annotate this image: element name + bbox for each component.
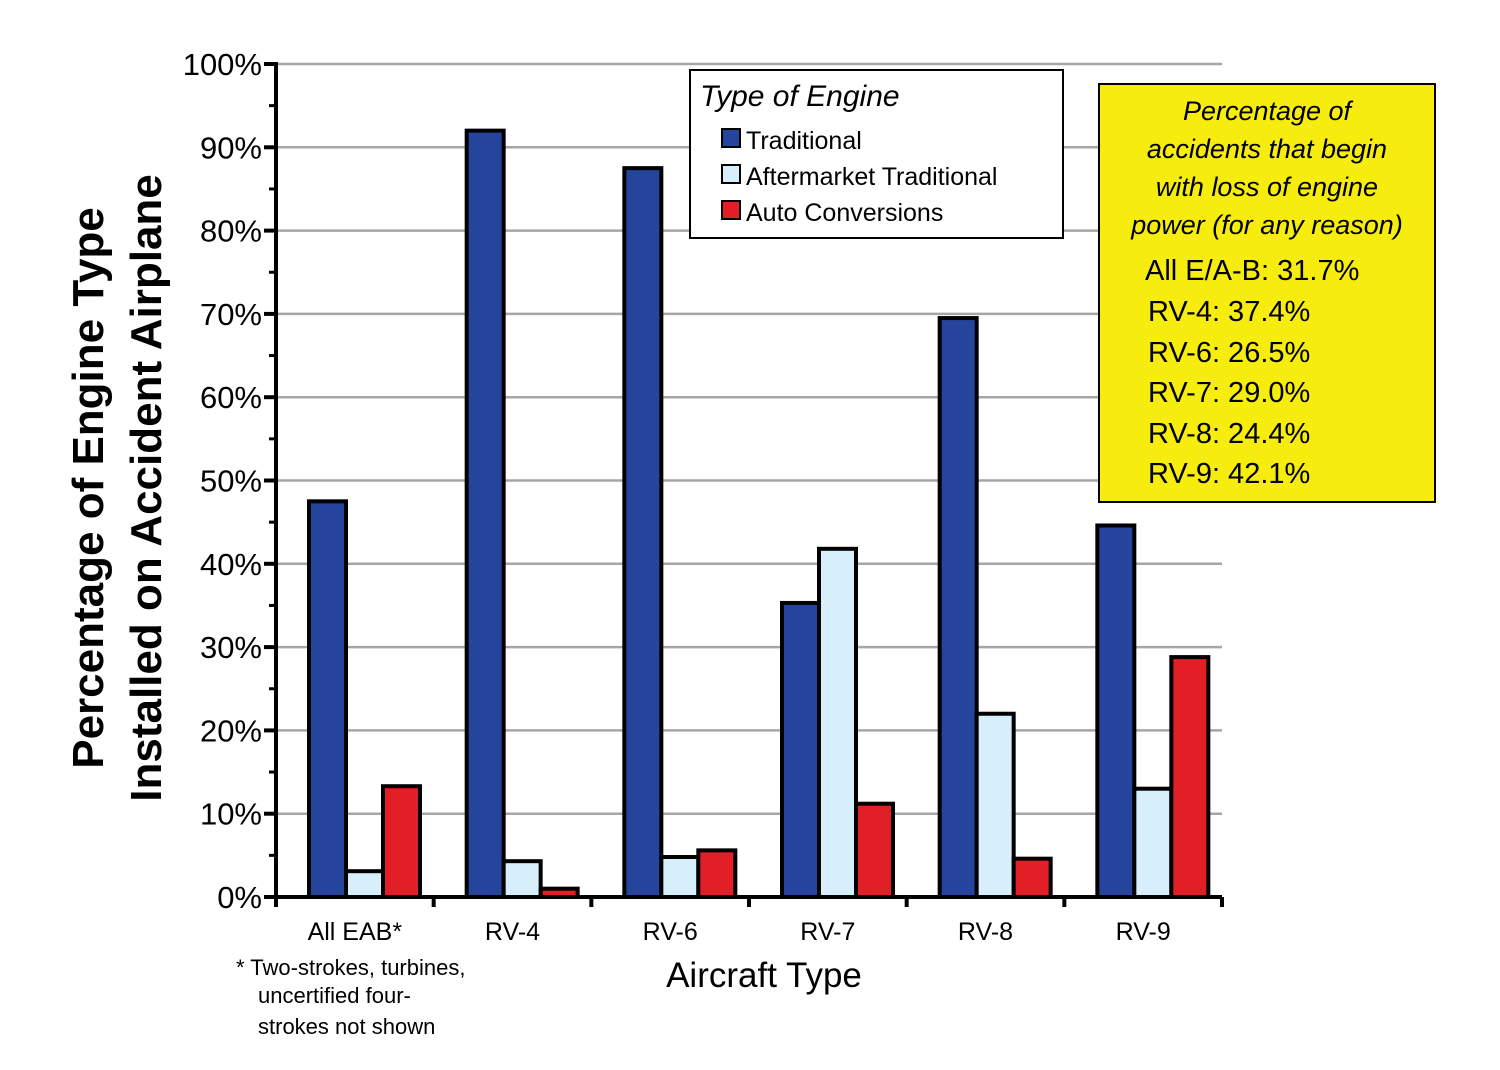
- annotation-background: [1098, 83, 1436, 503]
- axes: [274, 62, 1224, 907]
- y-tick-label: 70%: [200, 297, 262, 332]
- bar-rv-9-traditional: [1095, 523, 1137, 899]
- bar-rv-4-traditional: [464, 128, 506, 899]
- bars: [307, 128, 1211, 900]
- y-tick-label: 90%: [200, 130, 262, 165]
- bar-rv-7-traditional: [780, 600, 821, 899]
- x-category-label: RV-8: [958, 918, 1013, 946]
- y-tick-label: 10%: [200, 797, 262, 832]
- bar-all-eab-traditional: [307, 499, 348, 899]
- y-tick-label: 50%: [200, 464, 262, 499]
- annotation-row-rv6: RV-6: 26.5%: [1148, 337, 1310, 369]
- y-axis-title: Percentage of Engine Type Installed on A…: [64, 174, 171, 802]
- y-axis-ticks: 0% 10% 20% 30% 40% 50% 60% 70% 80% 90% 100%: [183, 47, 276, 915]
- footnote-line-1: * Two-strokes, turbines,: [236, 955, 465, 980]
- bar-rv-4-aftermarket-traditional: [501, 859, 543, 900]
- bar-rv-7-auto-conversions: [854, 801, 895, 899]
- annotation-row-rv8: RV-8: 24.4%: [1148, 418, 1310, 450]
- footnote-line-2: uncertified four-: [258, 983, 411, 1008]
- x-category-label: RV-9: [1116, 918, 1171, 946]
- x-axis-title: Aircraft Type: [666, 956, 862, 995]
- x-category-label: All EAB*: [308, 918, 403, 946]
- bar-rv-9-aftermarket-traditional: [1132, 786, 1174, 900]
- legend: Type of Engine Traditional Aftermarket T…: [689, 69, 1064, 239]
- bar-rv-9-auto-conversions: [1169, 655, 1211, 900]
- x-category-label: RV-6: [643, 918, 698, 946]
- y-tick-label: 20%: [200, 713, 262, 748]
- y-tick-label: 100%: [183, 47, 262, 82]
- y-axis-title-line-2: Installed on Accident Airplane: [122, 174, 171, 802]
- x-axis-categories: All EAB* RV-4 RV-6 RV-7 RV-8 RV-9: [308, 918, 1171, 946]
- legend-swatch-aftermarket-traditional: [721, 164, 741, 184]
- annotation-header-line-3: with loss of engine: [1156, 172, 1378, 202]
- annotation-row-rv4: RV-4: 37.4%: [1148, 296, 1310, 328]
- legend-label-traditional: Traditional: [746, 127, 862, 155]
- legend-box: [689, 69, 1064, 239]
- bar-rv-7-aftermarket-traditional: [817, 546, 858, 900]
- y-tick-label: 80%: [200, 214, 262, 249]
- annotation-header-line-1: Percentage of: [1183, 96, 1354, 126]
- bar-all-eab-auto-conversions: [381, 784, 422, 899]
- annotation-row-rv7: RV-7: 29.0%: [1148, 377, 1310, 409]
- x-category-label: RV-4: [485, 918, 540, 946]
- annotation-header-line-4: power (for any reason): [1130, 210, 1403, 240]
- bar-rv-8-traditional: [937, 316, 979, 899]
- footnote: * Two-strokes, turbines, uncertified fou…: [236, 955, 465, 1039]
- bar-rv-6-auto-conversions: [696, 848, 738, 899]
- legend-swatch-traditional: [721, 128, 741, 148]
- y-axis-title-line-1: Percentage of Engine Type: [64, 207, 113, 769]
- bar-all-eab-aftermarket-traditional: [344, 869, 385, 900]
- legend-title: Type of Engine: [700, 80, 900, 113]
- x-category-label: RV-7: [800, 918, 855, 946]
- annotation-row-rv9: RV-9: 42.1%: [1148, 458, 1310, 490]
- bar-rv-6-aftermarket-traditional: [659, 855, 701, 899]
- annotation-row-all-eab: All E/A-B: 31.7%: [1145, 255, 1359, 287]
- bar-rv-6-traditional: [622, 166, 664, 899]
- y-tick-label: 60%: [200, 380, 262, 415]
- y-tick-label: 0%: [217, 880, 262, 915]
- legend-swatch-auto-conversions: [721, 200, 741, 220]
- y-tick-label: 30%: [200, 630, 262, 665]
- annotation-header-line-2: accidents that begin: [1147, 134, 1387, 164]
- y-tick-label: 40%: [200, 547, 262, 582]
- legend-label-auto-conversions: Auto Conversions: [746, 199, 943, 227]
- bar-rv-8-auto-conversions: [1011, 856, 1053, 900]
- legend-label-aftermarket-traditional: Aftermarket Traditional: [746, 163, 998, 191]
- footnote-line-3: strokes not shown: [258, 1014, 435, 1039]
- bar-rv-8-aftermarket-traditional: [974, 711, 1016, 899]
- annotation-box: Percentage of accidents that begin with …: [1098, 83, 1436, 503]
